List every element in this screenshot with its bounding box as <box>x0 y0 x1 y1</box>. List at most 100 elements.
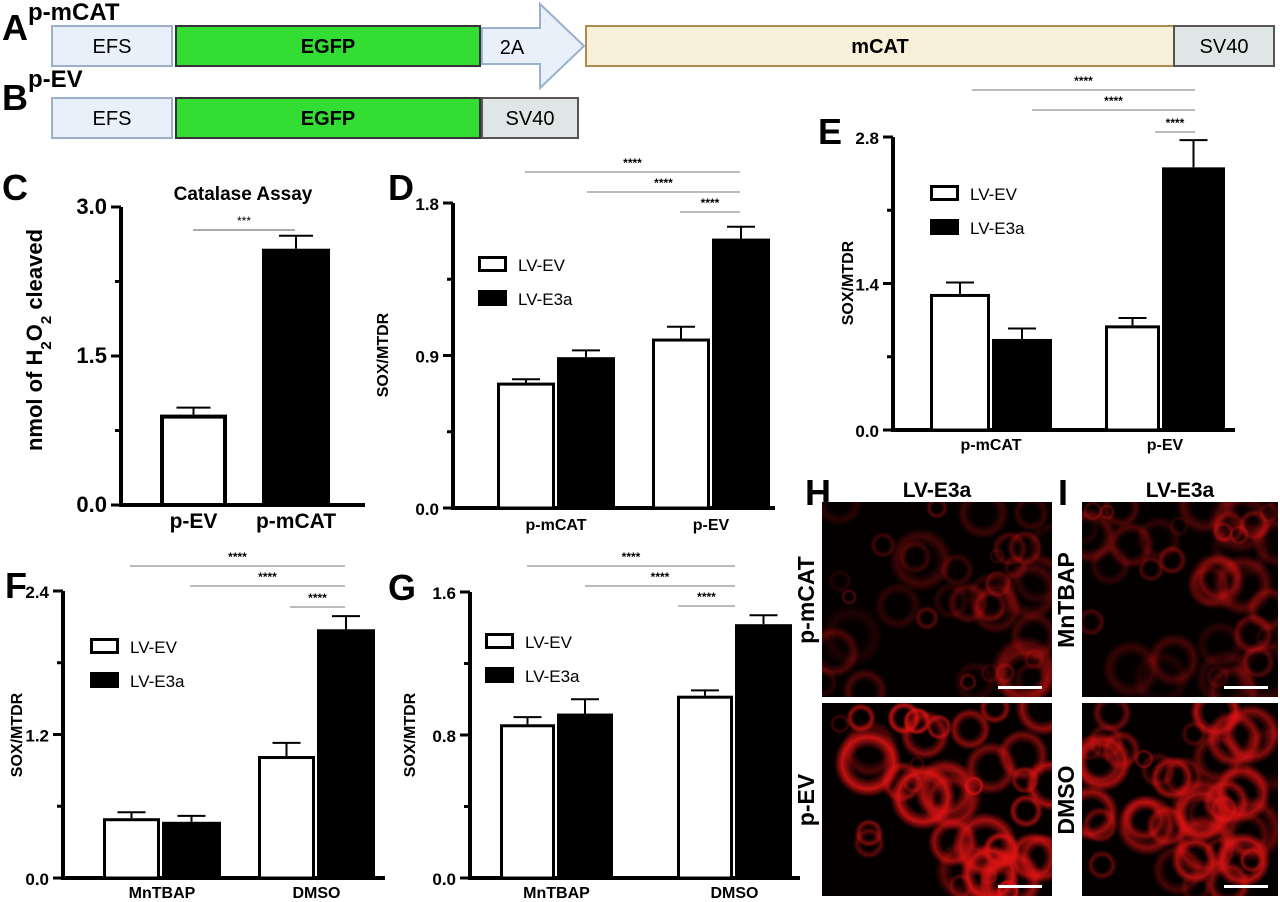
element-mcat-label: mCAT <box>851 36 908 58</box>
chart-g-bar-dmso-lv-e3a <box>735 624 792 880</box>
chart-d-x-tick-label: p-EV <box>693 517 730 534</box>
panel-letter-d: D <box>388 167 414 208</box>
chart-d-legend-swatch <box>478 290 507 306</box>
chart-f-bar-dmso-lv-e3a <box>317 629 375 880</box>
micrograph-i-dmso <box>1082 703 1278 896</box>
micrograph-row-label-p-ev: p-EV <box>793 773 819 826</box>
chart-g-legend-label: LV-E3a <box>525 667 580 686</box>
chart-d-bar-p-ev-lv-ev <box>652 338 710 510</box>
chart-d-significance-stars: **** <box>701 196 720 210</box>
micrograph-row-label-mntbap: MnTBAP <box>1053 552 1079 648</box>
element-efs <box>51 25 173 67</box>
chart-e-bar-p-ev-lv-e3a <box>1162 167 1225 432</box>
micrograph-h-p-ev <box>822 703 1052 896</box>
chart-g-y-axis-label: SOX/MTDR <box>402 692 419 777</box>
chart-f-y-axis-label: SOX/MTDR <box>9 692 26 777</box>
element-sv40 <box>481 97 579 139</box>
chart-g-y-tick-label: 0.0 <box>432 870 456 889</box>
chart-d-legend-swatch <box>478 256 507 272</box>
chart-d-y-tick-label: 1.8 <box>415 195 439 214</box>
chart-g-significance-stars: **** <box>697 590 716 604</box>
element-2a-arrow <box>481 1 586 91</box>
element-sv40-label: SV40 <box>1200 36 1249 58</box>
chart-f-legend-swatch <box>90 638 119 654</box>
scale-bar <box>998 686 1042 689</box>
chart-e-x-tick-label: p-mCAT <box>960 437 1021 454</box>
chart-g-bar-mntbap-lv-ev <box>500 724 555 880</box>
chart-f-x-tick-label: MnTBAP <box>129 885 196 902</box>
chart-e-legend-label: LV-EV <box>970 185 1018 204</box>
chart-d-bar-p-mcat-lv-e3a <box>557 357 615 510</box>
chart-e-bar-p-mcat-lv-e3a <box>992 338 1052 432</box>
micrograph-row-label-dmso: DMSO <box>1053 766 1079 835</box>
chart-g-legend-swatch <box>485 633 514 649</box>
panel-letter-c: C <box>2 167 28 208</box>
chart-f-significance-stars: **** <box>308 591 327 605</box>
chart-e-bar-p-ev-lv-ev <box>1105 325 1160 432</box>
element-sv40-label: SV40 <box>506 108 555 130</box>
chart-e-legend-swatch <box>930 185 959 201</box>
element-sv40 <box>1173 25 1275 67</box>
chart-d-y-tick-label: 0.9 <box>415 348 439 367</box>
chart-c-y-axis-label: nmol of H2O2 cleaved <box>22 229 55 451</box>
chart-e-y-tick-label: 1.4 <box>855 276 879 295</box>
chart-f-y-tick-label: 0.0 <box>25 870 49 889</box>
chart-g-x-tick-label: DMSO <box>711 885 759 902</box>
chart-e-legend-label: LV-E3a <box>970 219 1025 238</box>
chart-d-x-tick-label: p-mCAT <box>525 517 586 534</box>
chart-g-bar-dmso-lv-ev <box>677 695 733 880</box>
chart-e-significance-stars: **** <box>1074 74 1093 88</box>
chart-c-bar-p-mcat <box>262 248 330 507</box>
micrograph-h-title: LV-E3a <box>903 479 972 502</box>
micrograph-i-title: LV-E3a <box>1146 479 1215 502</box>
scale-bar <box>998 885 1042 888</box>
chart-g-legend-swatch <box>485 667 514 683</box>
chart-c-y-tick-label: 0.0 <box>76 492 107 517</box>
chart-c-significance-stars: *** <box>237 214 251 228</box>
panel-letter-a: A <box>2 7 28 48</box>
chart-c-y-tick-label: 3.0 <box>76 194 107 219</box>
element-egfp <box>175 25 481 67</box>
element-egfp-label: EGFP <box>301 36 355 58</box>
construct-title-p-ev: p-EV <box>28 66 83 93</box>
chart-c-y-tick-label: 1.5 <box>76 343 107 368</box>
chart-g-significance-stars: **** <box>622 550 641 564</box>
chart-c-x-tick-label: p-mCAT <box>256 510 336 533</box>
chart-d-legend-label: LV-E3a <box>518 290 573 309</box>
chart-e-y-tick-label: 0.0 <box>855 422 879 441</box>
chart-e-y-axis-label: SOX/MTDR <box>840 240 857 325</box>
element-efs-label: EFS <box>93 108 132 130</box>
chart-g-significance-stars: **** <box>651 570 670 584</box>
chart-g-y-tick-label: 1.6 <box>432 584 456 603</box>
chart-e-x-tick-label: p-EV <box>1147 437 1184 454</box>
chart-d-y-axis-label: SOX/MTDR <box>375 312 392 397</box>
chart-d-significance-stars: **** <box>623 156 642 170</box>
chart-f-significance-stars: **** <box>228 550 247 564</box>
chart-f-legend-label: LV-E3a <box>130 672 185 691</box>
chart-e-bar-p-mcat-lv-ev <box>930 293 990 432</box>
chart-d-significance-stars: **** <box>654 176 673 190</box>
chart-e-y-tick-label: 2.8 <box>855 129 879 148</box>
chart-g-y-tick-label: 0.8 <box>432 727 456 746</box>
element-efs <box>51 97 173 139</box>
scale-bar <box>1224 885 1268 888</box>
chart-f-y-tick-label: 2.4 <box>25 583 49 602</box>
chart-f-y-tick-label: 1.2 <box>25 727 49 746</box>
micrograph-row-label-p-mcat: p-mCAT <box>793 556 819 644</box>
chart-c-x-tick-label: p-EV <box>170 510 218 533</box>
chart-f-significance-stars: **** <box>258 570 277 584</box>
chart-g-bar-mntbap-lv-e3a <box>557 713 613 880</box>
chart-d-legend-label: LV-EV <box>518 256 566 275</box>
chart-g-legend-label: LV-EV <box>525 633 573 652</box>
scale-bar <box>1224 686 1268 689</box>
chart-f-bar-mntbap-lv-ev <box>103 818 160 880</box>
chart-f-bar-dmso-lv-ev <box>258 756 315 880</box>
micrograph-h-p-mcat <box>822 502 1052 697</box>
chart-e-significance-stars: **** <box>1104 94 1123 108</box>
element-egfp <box>175 97 481 139</box>
element-egfp-label: EGFP <box>301 108 355 130</box>
chart-f-x-tick-label: DMSO <box>293 885 341 902</box>
chart-c-title: Catalase Assay <box>174 184 313 205</box>
